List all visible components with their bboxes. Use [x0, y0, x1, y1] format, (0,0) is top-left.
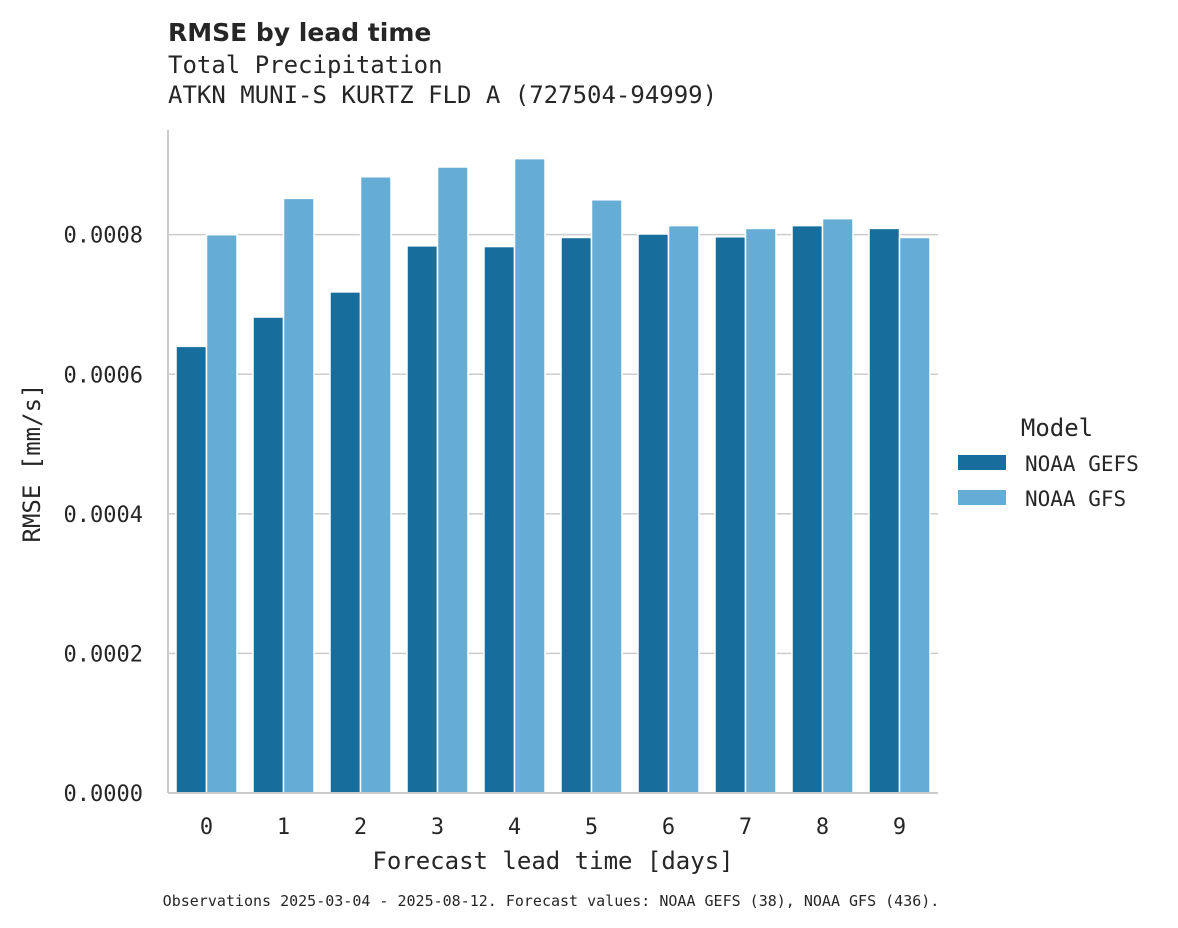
x-tick-label: 6 [662, 815, 675, 840]
bar-noaa-gefs-day-1 [252, 316, 285, 794]
legend-title: Model [1021, 414, 1093, 442]
bar-noaa-gfs-day-7 [744, 227, 777, 794]
y-tick-label: 0.0004 [64, 503, 143, 528]
bar-noaa-gfs-day-4 [513, 157, 546, 794]
bar-noaa-gefs-day-6 [637, 233, 670, 794]
x-tick-label: 2 [354, 815, 367, 840]
y-tick-label: 0.0006 [64, 363, 143, 388]
legend-swatch-gfs [958, 490, 1006, 505]
x-tick-label: 0 [200, 815, 213, 840]
bar-noaa-gfs-day-1 [282, 197, 315, 794]
x-tick-labels: 0 1 2 3 4 5 6 7 8 9 [200, 815, 906, 840]
bar-noaa-gfs-day-3 [436, 166, 469, 794]
bar-noaa-gfs-day-0 [205, 233, 238, 794]
bar-series [175, 157, 931, 794]
legend: Model NOAA GEFS NOAA GFS [958, 414, 1139, 511]
bar-noaa-gefs-day-2 [329, 291, 362, 794]
x-tick-label: 5 [585, 815, 598, 840]
legend-label-gefs: NOAA GEFS [1025, 452, 1139, 476]
bar-noaa-gefs-day-7 [714, 236, 747, 794]
y-tick-label: 0.0002 [64, 642, 143, 667]
x-tick-label: 1 [277, 815, 290, 840]
y-axis-label: RMSE [mm/s] [18, 384, 46, 543]
legend-label-gfs: NOAA GFS [1025, 487, 1126, 511]
x-tick-label: 8 [816, 815, 829, 840]
bar-noaa-gefs-day-3 [406, 245, 439, 794]
bar-noaa-gefs-day-0 [175, 345, 208, 794]
bar-noaa-gfs-day-8 [821, 217, 854, 794]
y-tick-label: 0.0008 [64, 224, 143, 249]
bar-noaa-gefs-day-4 [483, 245, 516, 794]
footnote: Observations 2025-03-04 - 2025-08-12. Fo… [163, 892, 940, 910]
x-axis-label: Forecast lead time [days] [372, 847, 733, 875]
x-tick-label: 9 [893, 815, 906, 840]
bar-noaa-gfs-day-5 [590, 199, 623, 794]
bar-noaa-gfs-day-6 [667, 224, 700, 794]
y-tick-label: 0.0000 [64, 782, 143, 807]
chart-subtitle-station: ATKN MUNI-S KURTZ FLD A (727504-94999) [168, 81, 717, 109]
legend-swatch-gefs [958, 455, 1006, 470]
y-tick-labels: 0.0000 0.0002 0.0004 0.0006 0.0008 [64, 224, 143, 807]
chart-title: RMSE by lead time [168, 18, 431, 47]
bar-noaa-gefs-day-8 [791, 224, 824, 794]
bar-noaa-gefs-day-5 [560, 236, 593, 794]
x-tick-label: 3 [431, 815, 444, 840]
bar-noaa-gfs-day-9 [898, 236, 931, 794]
bar-noaa-gfs-day-2 [359, 176, 392, 794]
x-tick-label: 7 [739, 815, 752, 840]
x-tick-label: 4 [508, 815, 521, 840]
bar-noaa-gefs-day-9 [868, 227, 901, 794]
chart-subtitle-variable: Total Precipitation [168, 51, 443, 79]
